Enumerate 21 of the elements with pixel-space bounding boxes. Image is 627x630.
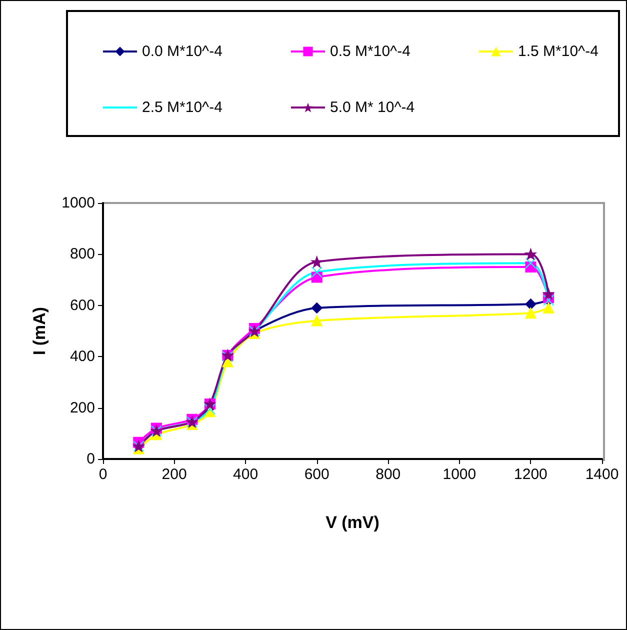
- x-tick-label: 0: [98, 466, 108, 483]
- legend-label: 0.5 M*10^-4: [330, 43, 410, 60]
- x-tick-label: 400: [233, 466, 258, 483]
- y-tick-label: 200: [70, 399, 95, 416]
- legend-label: 2.5 M*10^-4: [142, 99, 222, 116]
- y-tick-label: 0: [86, 450, 95, 468]
- y-tick-label: 600: [70, 296, 95, 314]
- y-axis-title: I (mA): [30, 306, 49, 356]
- legend-label: 1.5 M*10^-4: [518, 43, 598, 60]
- x-tick-label: 1200: [514, 466, 548, 483]
- y-tick-label: 1000: [62, 194, 95, 212]
- legend-label: 5.0 M* 10^-4: [330, 99, 415, 116]
- legend-label: 0.0 M*10^-4: [142, 43, 222, 60]
- x-tick-label: 1400: [585, 466, 619, 483]
- x-tick-label: 800: [376, 466, 401, 483]
- x-tick-label: 200: [162, 466, 187, 483]
- x-axis-title: V (mV): [326, 513, 380, 532]
- y-tick-label: 800: [70, 246, 95, 263]
- x-tick-label: 600: [304, 466, 330, 483]
- y-tick-label: 400: [70, 348, 95, 366]
- x-tick-label: 1000: [442, 466, 476, 483]
